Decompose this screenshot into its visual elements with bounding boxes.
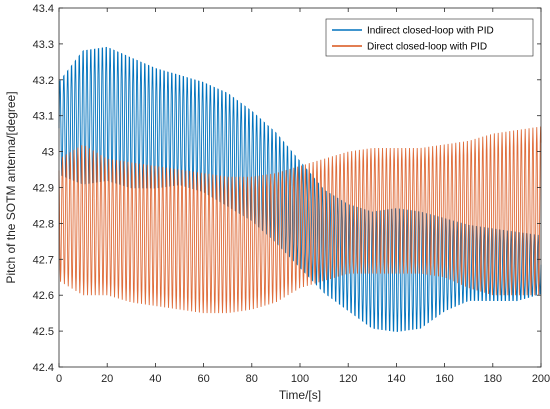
x-tick-label: 100 [291, 373, 309, 385]
x-tick-label: 0 [56, 373, 62, 385]
x-tick-label: 200 [532, 373, 550, 385]
x-tick-label: 60 [197, 373, 209, 385]
y-tick-label: 43.3 [33, 39, 54, 51]
y-tick-label: 43.4 [33, 3, 54, 15]
y-tick-label: 42.5 [33, 326, 54, 338]
legend-box [325, 18, 534, 57]
x-tick-label: 120 [339, 373, 357, 385]
y-tick-label: 42.6 [33, 290, 54, 302]
series-line-direct [58, 126, 542, 314]
x-tick-label: 20 [101, 373, 113, 385]
y-tick-label: 42.8 [33, 218, 54, 230]
y-tick-label: 42.7 [33, 254, 54, 266]
legend: Indirect closed-loop with PID Direct clo… [325, 18, 534, 57]
x-tick-label: 140 [387, 373, 405, 385]
x-tick-label: 180 [484, 373, 502, 385]
axes-layer: 0 20 40 60 80 100 120 140 160 180 200 42.4 42.5 42.6 4… [33, 3, 550, 385]
y-tick-label: 42.4 [33, 362, 54, 374]
legend-label-indirect: Indirect closed-loop with PID [367, 26, 494, 37]
legend-label-direct: Direct closed-loop with PID [367, 42, 487, 53]
y-tick-label: 42.9 [33, 183, 54, 195]
series-layer [58, 46, 542, 332]
x-tick-label: 40 [149, 373, 161, 385]
y-axis-label: Pitch of the SOTM antenna/[degree] [4, 91, 18, 283]
y-tick-label: 43.2 [33, 75, 54, 87]
x-tick-label: 160 [435, 373, 453, 385]
y-tick-label: 43 [42, 147, 54, 159]
x-tick-label: 80 [246, 373, 258, 385]
x-axis-label: Time/[s] [279, 388, 321, 402]
y-tick-label: 43.1 [33, 111, 54, 123]
